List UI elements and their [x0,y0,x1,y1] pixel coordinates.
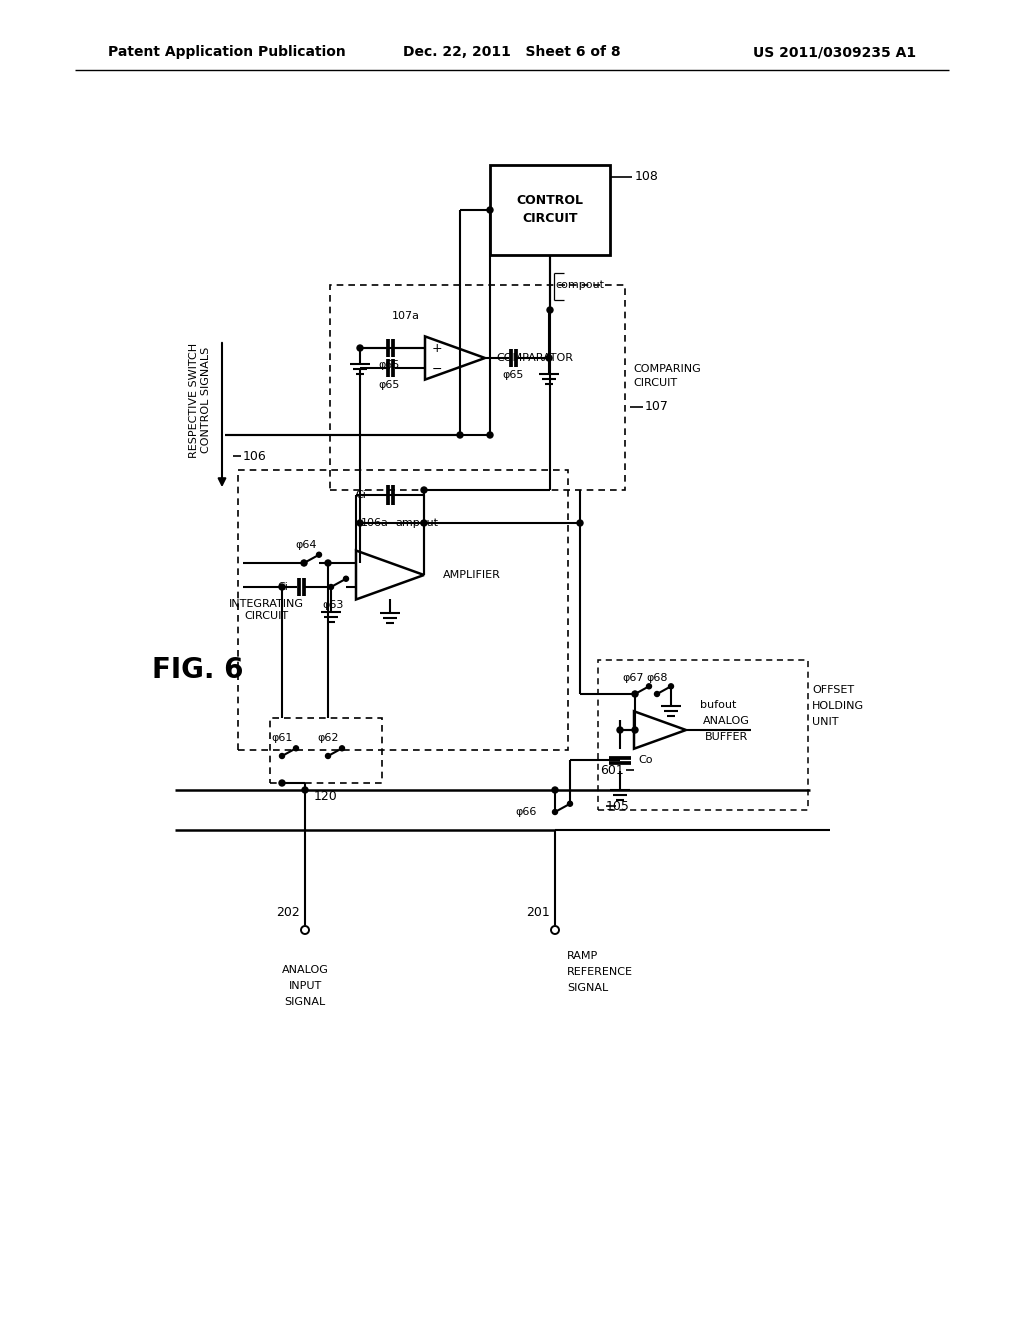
Bar [238,470,568,750]
Text: RESPECTIVE SWITCH
CONTROL SIGNALS: RESPECTIVE SWITCH CONTROL SIGNALS [189,342,211,458]
Text: FIG. 6: FIG. 6 [152,656,244,684]
Text: 202: 202 [276,906,300,919]
Text: INPUT: INPUT [289,981,322,991]
Circle shape [546,355,552,360]
Text: φ61: φ61 [271,733,293,743]
Text: HOLDING: HOLDING [812,701,864,711]
Text: 106: 106 [243,450,266,462]
Text: Ci: Ci [355,490,366,500]
Text: ANALOG: ANALOG [282,965,329,975]
Circle shape [567,801,572,807]
Circle shape [654,692,659,697]
Text: AMPLIFIER: AMPLIFIER [443,570,501,579]
Bar [490,165,610,255]
Circle shape [340,746,344,751]
Text: UNIT: UNIT [812,717,839,727]
Text: 106a: 106a [361,517,389,528]
Circle shape [302,787,308,793]
Text: CIRCUIT: CIRCUIT [522,211,578,224]
Circle shape [343,577,348,581]
Circle shape [553,809,557,814]
Text: RAMP: RAMP [567,950,598,961]
Circle shape [552,787,558,793]
Circle shape [294,746,299,751]
Circle shape [632,727,638,733]
Text: SIGNAL: SIGNAL [567,983,608,993]
Text: SIGNAL: SIGNAL [285,997,326,1007]
Circle shape [279,583,285,590]
Text: INTEGRATING
CIRCUIT: INTEGRATING CIRCUIT [228,599,303,620]
Text: ANALOG: ANALOG [702,715,750,726]
Text: φ62: φ62 [317,733,339,743]
Circle shape [421,487,427,492]
Text: 120: 120 [314,791,338,804]
Text: φ64: φ64 [295,540,316,550]
Circle shape [301,927,309,935]
Text: US 2011/0309235 A1: US 2011/0309235 A1 [753,45,916,59]
Text: 108: 108 [635,170,658,183]
Circle shape [301,561,306,565]
Bar [598,660,808,810]
Circle shape [669,684,674,689]
Text: CIRCUIT: CIRCUIT [633,378,677,388]
Text: 107: 107 [645,400,669,413]
Text: COMPARATOR: COMPARATOR [497,352,573,363]
Text: 105: 105 [606,800,630,813]
Text: BUFFER: BUFFER [705,733,748,742]
Text: φ68: φ68 [646,673,668,682]
Text: φ65: φ65 [503,370,523,380]
Text: 201: 201 [526,906,550,919]
Text: −: − [432,363,442,375]
Circle shape [279,780,285,785]
Circle shape [633,692,638,697]
Text: Co: Co [638,755,652,766]
Text: CONTROL: CONTROL [516,194,584,206]
Circle shape [547,308,553,313]
Text: φ63: φ63 [323,601,344,610]
Circle shape [325,560,331,566]
Text: φ66: φ66 [516,807,537,817]
Circle shape [301,560,307,566]
Bar [270,718,382,783]
Text: φ67: φ67 [623,673,644,682]
Circle shape [357,345,362,351]
Text: REFERENCE: REFERENCE [567,968,633,977]
Circle shape [326,754,331,759]
Circle shape [329,585,334,590]
Circle shape [577,520,583,525]
Circle shape [632,690,638,697]
Text: Patent Application Publication: Patent Application Publication [108,45,346,59]
Circle shape [316,552,322,557]
Text: φ65: φ65 [378,360,399,370]
Circle shape [280,754,285,759]
Text: Dec. 22, 2011   Sheet 6 of 8: Dec. 22, 2011 Sheet 6 of 8 [403,45,621,59]
Text: OFFSET: OFFSET [812,685,854,696]
Circle shape [617,727,623,733]
Circle shape [551,927,559,935]
Bar [330,285,625,490]
Circle shape [646,684,651,689]
Text: φ65: φ65 [378,380,399,389]
Text: bufout: bufout [699,700,736,710]
Text: +: + [432,342,442,355]
Text: 601: 601 [600,763,624,776]
Text: 107a: 107a [392,312,420,321]
Text: compout: compout [555,280,604,290]
Circle shape [421,520,427,525]
Text: Ci: Ci [278,582,289,591]
Text: ampout: ampout [395,517,438,528]
Text: COMPARING: COMPARING [633,364,700,374]
Circle shape [487,207,493,213]
Circle shape [457,432,463,438]
Circle shape [487,432,493,438]
Circle shape [357,520,362,525]
